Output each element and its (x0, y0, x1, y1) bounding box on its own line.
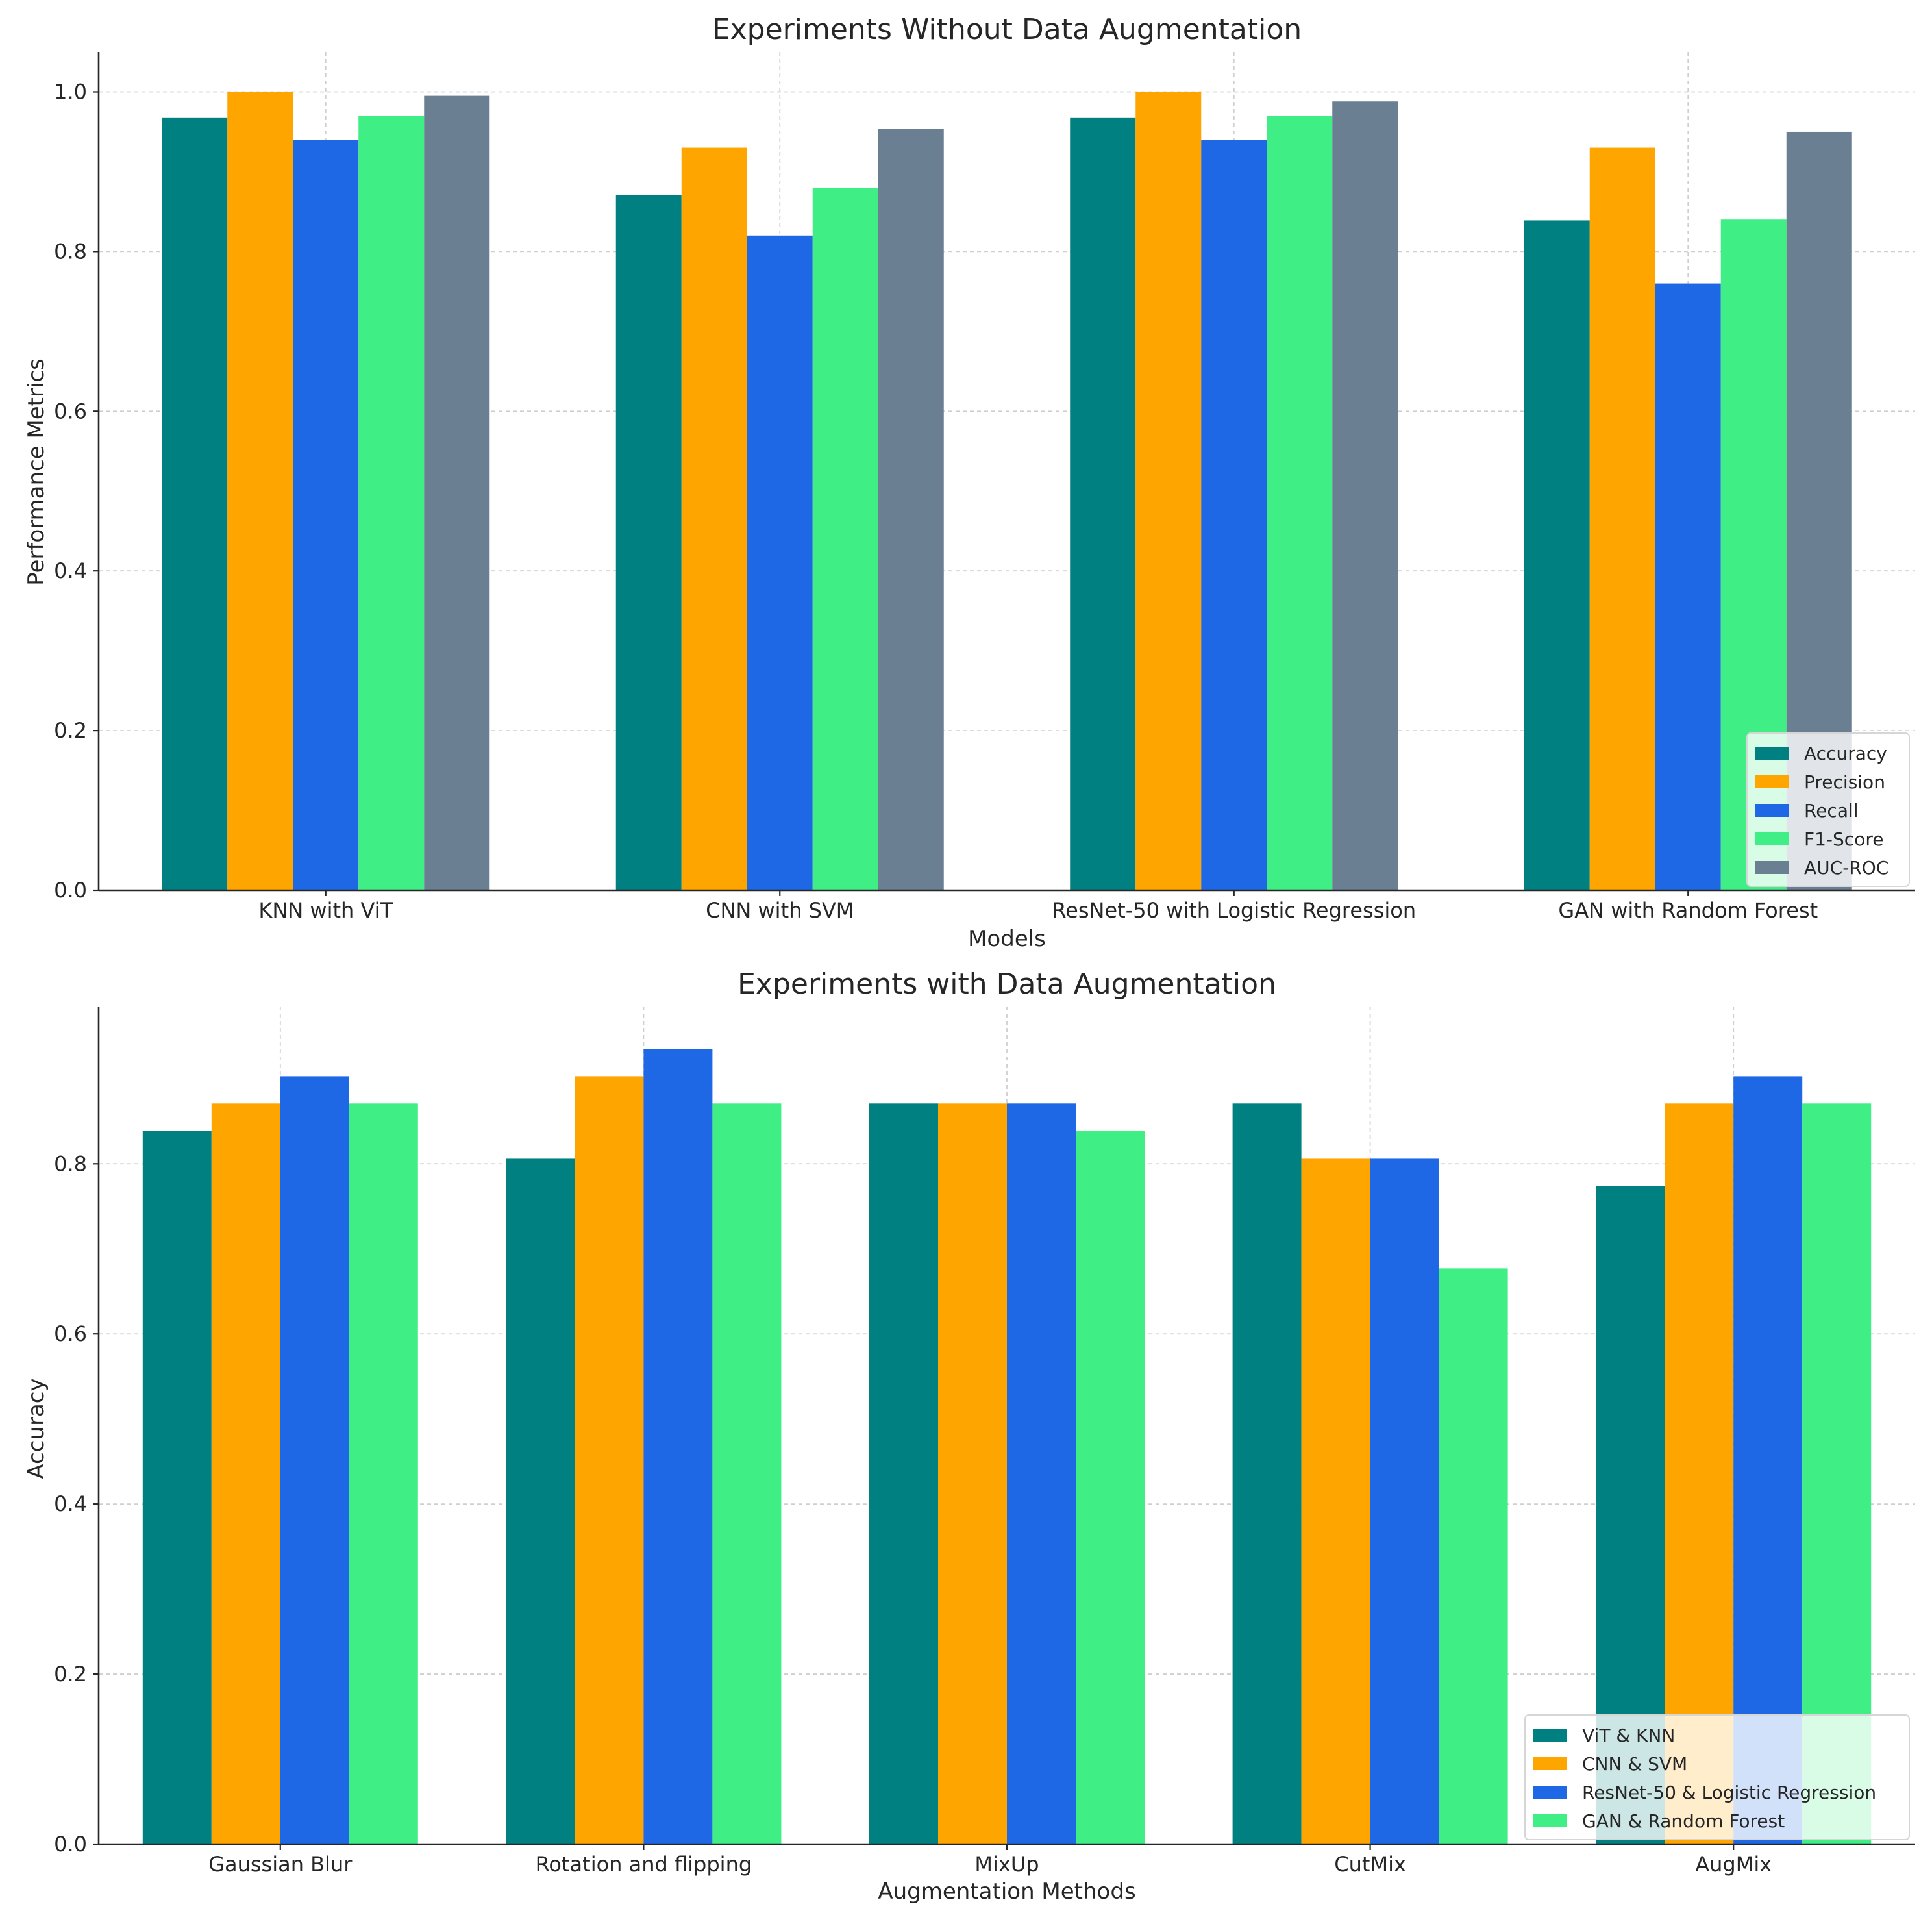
bar-cnn-svm-cutmix (1301, 1158, 1370, 1844)
bar-precision-cnn-with-svm (681, 147, 747, 891)
bar-f1-score-cnn-with-svm (812, 188, 878, 890)
legend-label-precision: Precision (1804, 771, 1885, 793)
legend: Accuracy Precision Recall F1-Score AUC-ROC (1746, 732, 1910, 887)
x-tick-label: CutMix (1334, 1852, 1406, 1877)
bar-recall-knn-with-vit (293, 140, 359, 891)
chart-title: Experiments with Data Augmentation (737, 968, 1276, 1001)
bar-precision-knn-with-vit (227, 92, 293, 890)
bar-auc-roc-cnn-with-svm (878, 129, 944, 890)
y-tick-label: 0.0 (54, 1832, 87, 1857)
bar-resnet-50-logistic-regression-rotation-and-flipping (643, 1049, 713, 1844)
x-tick-label: CNN with SVM (706, 898, 854, 923)
legend-label-resnet-50-logistic-regression: ResNet-50 & Logistic Regression (1582, 1782, 1876, 1803)
legend-label-cnn-svm: CNN & SVM (1582, 1753, 1687, 1775)
bar-vit-knn-cutmix (1232, 1103, 1302, 1844)
chart-without-augmentation: Experiments Without Data Augmentation 0.… (23, 13, 1915, 952)
legend-frame (1746, 732, 1910, 887)
bar-f1-score-knn-with-vit (358, 116, 425, 890)
bar-accuracy-gan-with-random-forest (1524, 220, 1590, 890)
bar-auc-roc-resnet-50-with-logistic-regression (1332, 101, 1398, 890)
legend: ViT & KNN CNN & SVM ResNet-50 & Logistic R… (1524, 1714, 1910, 1840)
y-tick-label: 0.8 (54, 1151, 87, 1176)
chart-title: Experiments Without Data Augmentation (712, 13, 1302, 46)
legend-label-gan-random-forest: GAN & Random Forest (1582, 1810, 1785, 1832)
y-tick-label: 0.2 (54, 718, 87, 743)
y-axis-label: Performance Metrics (23, 358, 49, 586)
bar-vit-knn-gaussian-blur (142, 1131, 212, 1844)
bar-gan-random-forest-mixup (1076, 1131, 1145, 1844)
x-tick-label: AugMix (1695, 1852, 1772, 1877)
bar-recall-gan-with-random-forest (1655, 283, 1721, 890)
bar-resnet-50-logistic-regression-gaussian-blur (280, 1076, 349, 1844)
bar-gan-random-forest-rotation-and-flipping (712, 1103, 782, 1844)
legend-swatch-f1-score (1755, 832, 1789, 845)
x-tick-label: Rotation and flipping (536, 1852, 752, 1877)
legend-frame (1524, 1714, 1910, 1840)
bar-gan-random-forest-cutmix (1439, 1268, 1508, 1844)
legend-label-recall: Recall (1804, 800, 1859, 821)
bar-resnet-50-logistic-regression-cutmix (1370, 1158, 1439, 1844)
legend-label-auc-roc: AUC-ROC (1804, 857, 1889, 879)
bar-precision-gan-with-random-forest (1589, 147, 1655, 891)
legend-swatch-resnet-50-logistic-regression (1533, 1786, 1567, 1799)
legend-label-vit-knn: ViT & KNN (1582, 1725, 1675, 1746)
legend-swatch-precision (1755, 775, 1789, 788)
y-tick-label: 0.4 (54, 558, 87, 583)
x-tick-label: GAN with Random Forest (1558, 898, 1818, 923)
bar-vit-knn-mixup (869, 1103, 938, 1844)
bar-vit-knn-rotation-and-flipping (506, 1158, 575, 1844)
bar-accuracy-cnn-with-svm (615, 195, 682, 891)
bar-recall-cnn-with-svm (747, 235, 813, 890)
bar-accuracy-resnet-50-with-logistic-regression (1070, 117, 1136, 891)
legend-swatch-gan-random-forest (1533, 1814, 1567, 1827)
bar-auc-roc-knn-with-vit (424, 95, 490, 891)
legend-swatch-cnn-svm (1533, 1757, 1567, 1770)
legend-swatch-accuracy (1755, 747, 1789, 760)
y-tick-label: 0.6 (54, 399, 87, 423)
x-axis-label: Augmentation Methods (878, 1879, 1135, 1905)
y-tick-label: 1.0 (54, 79, 87, 104)
y-tick-label: 0.2 (54, 1662, 87, 1686)
legend-label-f1-score: F1-Score (1804, 829, 1883, 850)
bar-gan-random-forest-gaussian-blur (349, 1103, 418, 1844)
bar-accuracy-knn-with-vit (162, 117, 228, 891)
y-tick-label: 0.0 (54, 878, 87, 903)
y-tick-label: 0.6 (54, 1321, 87, 1346)
bar-cnn-svm-mixup (938, 1103, 1007, 1844)
legend-label-accuracy: Accuracy (1804, 743, 1887, 764)
x-tick-label: KNN with ViT (258, 898, 393, 923)
bar-precision-resnet-50-with-logistic-regression (1135, 92, 1202, 890)
bar-cnn-svm-rotation-and-flipping (575, 1076, 644, 1844)
legend-swatch-vit-knn (1533, 1729, 1567, 1742)
x-tick-label: ResNet-50 with Logistic Regression (1052, 898, 1416, 923)
legend-swatch-recall (1755, 804, 1789, 817)
bar-resnet-50-logistic-regression-mixup (1007, 1103, 1076, 1844)
y-axis-label: Accuracy (23, 1378, 49, 1479)
y-tick-label: 0.4 (54, 1492, 87, 1516)
y-tick-label: 0.8 (54, 239, 87, 264)
x-axis-label: Models (968, 926, 1046, 952)
chart-with-augmentation: Experiments with Data Augmentation 0.0 0.… (23, 968, 1915, 1905)
legend-swatch-auc-roc (1755, 861, 1789, 874)
bar-f1-score-resnet-50-with-logistic-regression (1267, 116, 1333, 890)
bar-recall-resnet-50-with-logistic-regression (1201, 140, 1267, 891)
bar-cnn-svm-gaussian-blur (211, 1103, 280, 1844)
x-tick-label: MixUp (974, 1852, 1039, 1877)
x-tick-label: Gaussian Blur (208, 1852, 353, 1877)
